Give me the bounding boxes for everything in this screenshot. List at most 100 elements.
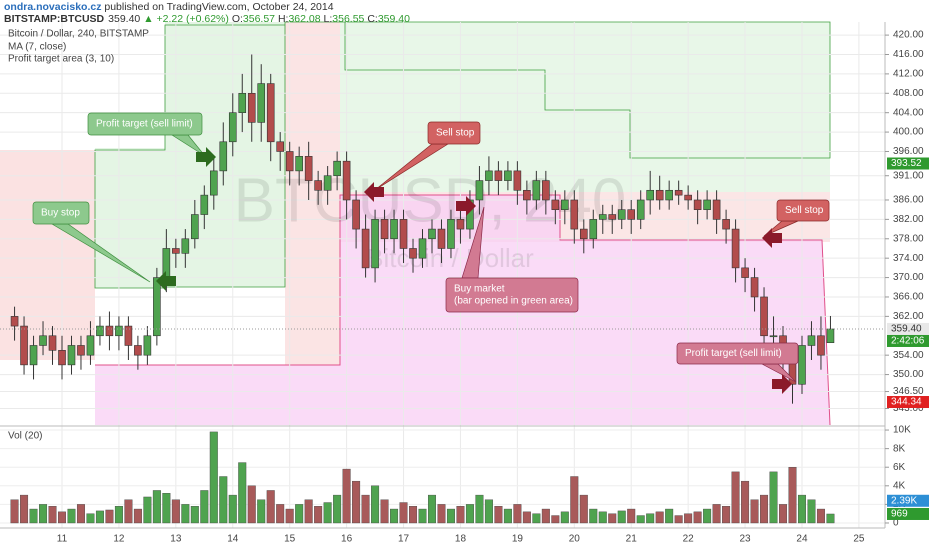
y-tick-label: 391.00 [893, 170, 924, 181]
candle-body [636, 199, 645, 220]
volume-bar [741, 480, 750, 524]
y-tick-label: 396.00 [893, 146, 924, 157]
arrow [364, 182, 384, 202]
volume-bar [409, 506, 418, 524]
volume-bar [456, 506, 465, 524]
volume-bar [361, 494, 370, 524]
arrows [156, 147, 792, 394]
zone-edge [95, 194, 831, 426]
volume-bar [76, 504, 85, 524]
candle-body [494, 170, 503, 181]
candle-body [390, 219, 398, 240]
zone [95, 148, 165, 288]
volume-bar [105, 509, 114, 524]
ohlc-value: 362.08 [288, 13, 321, 25]
volume-bar [209, 431, 218, 524]
candle-body [228, 112, 237, 143]
candle-body [589, 219, 598, 240]
callout-box [776, 199, 830, 222]
y-tick-label: 366.00 [893, 292, 924, 303]
candle-body [304, 156, 313, 181]
candle-body [143, 335, 152, 356]
callout-text: (bar opened in green area) [454, 296, 573, 307]
candle-body [684, 194, 692, 201]
zone [340, 22, 830, 192]
x-tick-label: 18 [455, 534, 467, 545]
candle-body [741, 267, 749, 278]
volume-bar [418, 508, 427, 524]
candle-body [551, 199, 560, 210]
ohlc-label: O: [231, 13, 243, 25]
candle-body [323, 175, 332, 191]
volume-label-box [887, 507, 929, 520]
x-tick-label: 13 [170, 534, 182, 545]
volume-bar [551, 515, 560, 524]
volume-bar [589, 508, 598, 524]
volume-bar [314, 506, 323, 524]
volume-bar [114, 506, 123, 524]
volume-bar [390, 508, 399, 524]
ohlc-value: 359.40 [377, 13, 410, 25]
ohlc-value: 356.55 [332, 13, 365, 25]
callout-text: Buy market [454, 284, 505, 295]
candle-body [247, 92, 256, 123]
y-tick-label: 408.00 [893, 88, 924, 99]
volume-bar [636, 515, 645, 524]
candle-body [257, 83, 266, 123]
candle-body [58, 350, 66, 366]
candle-body [209, 170, 218, 196]
candle-body [409, 248, 417, 259]
candle-body [693, 199, 702, 210]
candle-body [712, 199, 721, 220]
volume-bar [797, 494, 806, 524]
callout-text: Buy stop [41, 208, 80, 219]
volume-bar [95, 510, 104, 524]
y-tick-label: 362.00 [893, 311, 924, 322]
author[interactable]: ondra.novacisko.cz [4, 1, 102, 13]
volume-bar [285, 508, 294, 524]
candle-body [352, 199, 360, 230]
y-tick-label: 382.00 [893, 214, 924, 225]
volume-bar [532, 513, 541, 524]
candle-body [456, 219, 465, 230]
volume-bar [560, 511, 569, 524]
price-label-box [887, 157, 929, 170]
candle-body [276, 141, 285, 152]
volume-bar [295, 504, 304, 524]
volume-bar [807, 499, 816, 524]
volume-bar [86, 513, 95, 524]
volume-bar [427, 494, 436, 524]
volume-bar [171, 499, 180, 524]
y-tick-label: 343.00 [893, 403, 924, 414]
candle-body [295, 156, 303, 172]
arrow [456, 196, 476, 216]
header: ondra.novacisko.cz published on TradingV… [4, 1, 410, 25]
volume-bar [304, 499, 313, 524]
price-label: 359.40 [891, 324, 922, 335]
y-tick-label: 4K [893, 480, 906, 491]
candle-body [399, 219, 408, 249]
candle-body [570, 199, 579, 230]
chart-title: Bitcoin / Dollar, 240, BITSTAMP [8, 29, 149, 40]
x-tick-label: 11 [57, 534, 68, 545]
candle-body [48, 335, 57, 351]
callout-box [32, 201, 90, 225]
volume-bar [152, 490, 161, 524]
volume-bar [608, 513, 617, 524]
volume-bar [703, 508, 712, 524]
candle-body [579, 228, 588, 240]
volume-bar [380, 499, 389, 524]
ohlc-label: C: [367, 13, 378, 25]
change: ▲ +2.22 (+0.62%) [143, 13, 229, 25]
candle-body [238, 92, 247, 113]
volume-bar [465, 504, 474, 524]
volume-bar [437, 504, 446, 524]
callout-text: Profit target (sell limit) [96, 119, 193, 130]
callout-box [445, 277, 579, 313]
x-tick-label: 16 [341, 534, 353, 545]
y-tick-label: 10K [893, 425, 911, 436]
candle-body [380, 219, 389, 240]
candle-body [617, 209, 626, 220]
volume-bar [371, 485, 380, 524]
volume-bar [788, 467, 797, 524]
